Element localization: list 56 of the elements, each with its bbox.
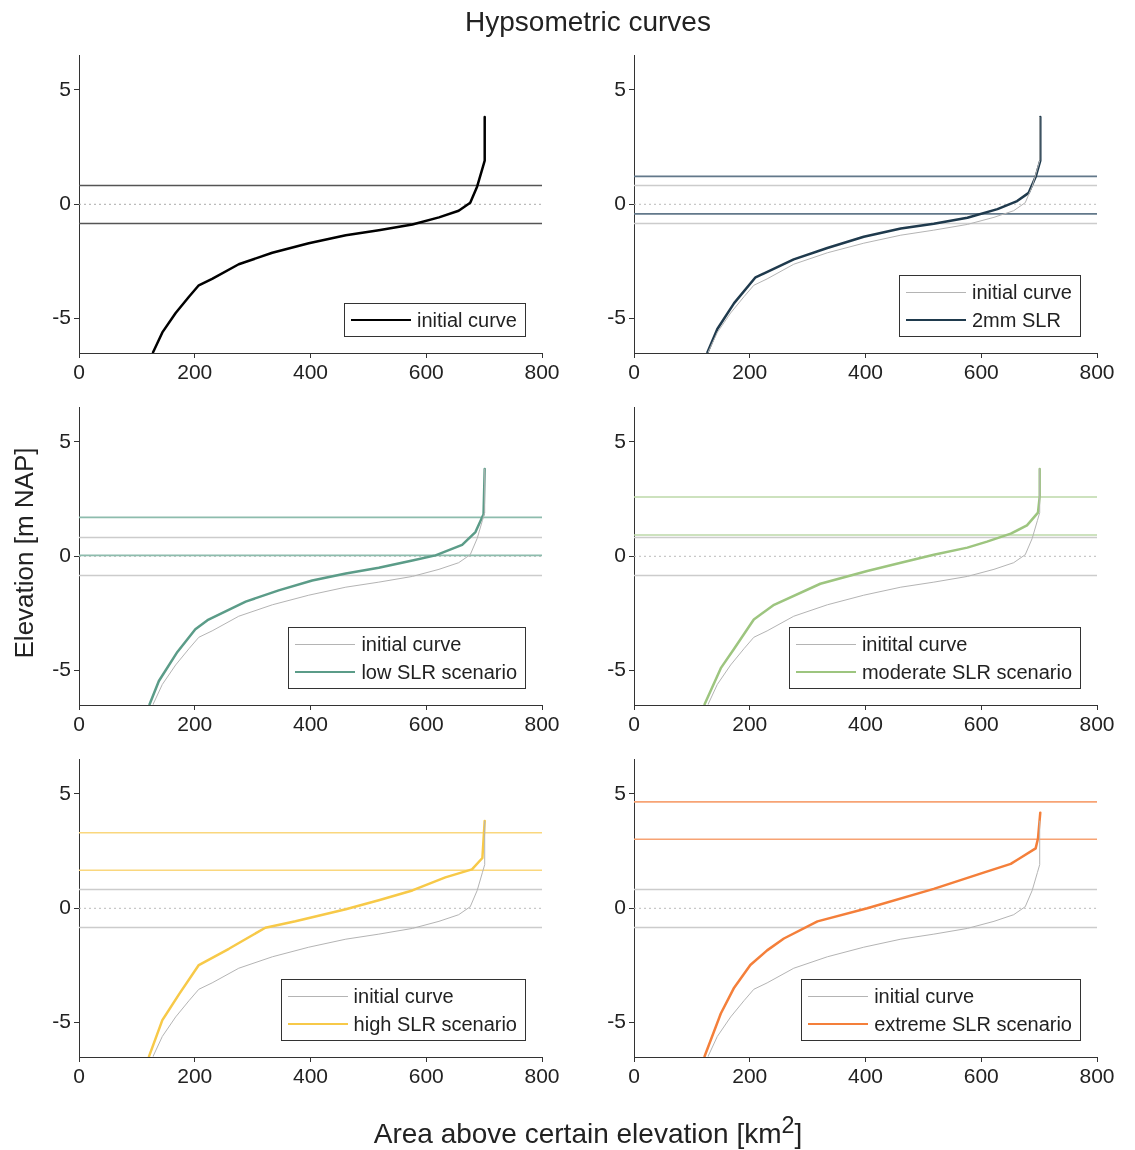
- y-axis-title: Elevation [m NAP]: [8, 447, 40, 659]
- x-tick-label: 200: [732, 1064, 768, 1088]
- x-tick-label: 800: [524, 712, 560, 736]
- legend-label: initial curve: [361, 632, 462, 656]
- x-tick-label: 600: [963, 712, 999, 736]
- y-tick-label: 5: [614, 76, 626, 100]
- x-tick-label: 400: [847, 1064, 884, 1088]
- x-tick-label: 200: [732, 712, 768, 736]
- legend-label: extreme SLR scenario: [874, 1012, 1072, 1036]
- x-tick-label: 600: [963, 1064, 999, 1088]
- y-tick-label: 0: [59, 543, 71, 567]
- x-tick-label: 800: [524, 360, 560, 384]
- y-tick-label: 5: [614, 780, 626, 804]
- x-tick-label: 200: [177, 360, 213, 384]
- x-axis-title: Area above certain elevation [km$^{2}$]: [373, 1112, 803, 1150]
- legend-label: initial curve: [971, 280, 1072, 304]
- y-tick-label: -5: [607, 1009, 626, 1033]
- x-tick-label: 800: [1079, 712, 1115, 736]
- legend-label: initial curve: [416, 308, 517, 332]
- x-tick-label: 200: [177, 712, 213, 736]
- x-tick-label: 800: [524, 1064, 560, 1088]
- x-tick-label: 400: [847, 712, 884, 736]
- y-tick-label: 0: [614, 191, 626, 215]
- x-tick-label: 600: [408, 1064, 444, 1088]
- x-tick-label: 800: [1079, 1064, 1115, 1088]
- x-tick-label: 400: [292, 712, 329, 736]
- x-tick-label: 400: [847, 360, 884, 384]
- legend-label: initital curve: [861, 632, 968, 656]
- x-tick-label: 800: [1079, 360, 1115, 384]
- x-tick-label: 400: [292, 360, 329, 384]
- y-tick-label: -5: [52, 1009, 71, 1033]
- y-tick-label: -5: [607, 305, 626, 329]
- y-tick-label: 0: [59, 895, 71, 919]
- y-tick-label: 0: [614, 543, 626, 567]
- y-tick-label: 5: [614, 428, 626, 452]
- y-tick-label: 5: [59, 76, 71, 100]
- x-tick-label: 200: [732, 360, 768, 384]
- x-tick-label: 400: [292, 1064, 329, 1088]
- x-tick-label: 600: [408, 712, 444, 736]
- chart-title: Hypsometric curves: [465, 6, 711, 38]
- y-tick-label: 5: [59, 780, 71, 804]
- legend-label: low SLR scenario: [361, 660, 517, 684]
- y-tick-label: -5: [52, 657, 71, 681]
- y-tick-label: 0: [614, 895, 626, 919]
- y-tick-label: 0: [59, 191, 71, 215]
- legend-label: moderate SLR scenario: [861, 660, 1072, 684]
- legend-label: 2mm SLR: [971, 308, 1061, 332]
- legend-label: initial curve: [353, 984, 454, 1008]
- x-tick-label: 600: [963, 360, 999, 384]
- y-tick-label: 5: [59, 428, 71, 452]
- y-tick-label: -5: [607, 657, 626, 681]
- x-tick-label: 200: [177, 1064, 213, 1088]
- y-tick-label: -5: [52, 305, 71, 329]
- legend-label: initial curve: [874, 984, 975, 1008]
- x-tick-label: 600: [408, 360, 444, 384]
- legend-label: high SLR scenario: [353, 1012, 517, 1036]
